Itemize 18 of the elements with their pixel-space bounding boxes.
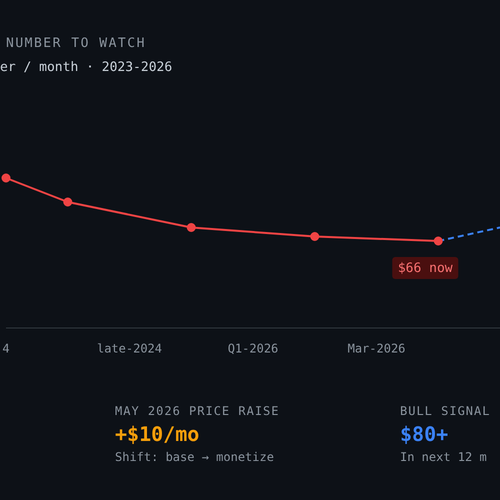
point [310, 232, 320, 241]
point [63, 198, 72, 206]
text: $80+ [400, 422, 450, 446]
text: MAY 2026 PRICE RAISE [115, 404, 280, 418]
text: +$10/mo [115, 422, 200, 446]
x-tick-label: Q1-2026 [228, 342, 278, 356]
annotation: $66 now [398, 261, 453, 276]
x-tick-label: late-2024 [96, 342, 162, 356]
chart-subtitle: er / month · 2023-2026 [0, 60, 172, 75]
text: BULL SIGNAL [400, 404, 490, 418]
text: In next 12 m [400, 450, 488, 464]
point [434, 236, 443, 246]
x-tick-label: Mar-2026 [348, 342, 406, 356]
chart-title: NUMBER TO WATCH [6, 36, 146, 51]
point [186, 223, 196, 232]
point [2, 174, 10, 182]
x-tick-label: 4 [2, 342, 10, 356]
text: Shift: base → monetize [115, 450, 275, 464]
